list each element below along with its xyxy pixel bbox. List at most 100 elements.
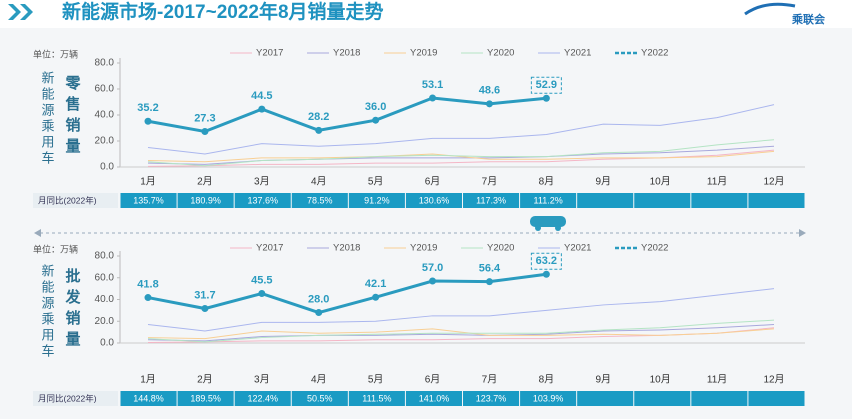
point bbox=[542, 94, 550, 102]
yoy-value: 130.6% bbox=[419, 195, 450, 205]
value-label: 28.2 bbox=[308, 111, 329, 123]
x-tick-label: 2月 bbox=[197, 176, 213, 188]
point bbox=[315, 309, 323, 317]
x-tick-label: 11月 bbox=[707, 176, 727, 188]
point bbox=[144, 294, 152, 302]
y-tick-label: 80.0 bbox=[95, 58, 115, 69]
value-label: 63.2 bbox=[536, 255, 557, 267]
value-label: 57.0 bbox=[422, 262, 443, 274]
x-tick-label: 8月 bbox=[539, 176, 555, 188]
yoy-label: 月同比(2022年) bbox=[38, 393, 97, 403]
yoy-cell bbox=[463, 391, 520, 406]
point bbox=[485, 278, 493, 286]
value-label: 45.5 bbox=[251, 274, 272, 286]
yoy-label: 月同比(2022年) bbox=[38, 195, 97, 205]
yoy-cell bbox=[520, 391, 577, 406]
yoy-value: 50.5% bbox=[307, 393, 333, 403]
yoy-cell bbox=[405, 391, 462, 406]
value-label: 36.0 bbox=[365, 101, 386, 113]
series-line bbox=[147, 319, 775, 343]
point bbox=[201, 128, 209, 136]
yoy-value: 137.6% bbox=[247, 195, 278, 205]
side-label: 新能源乘用车 bbox=[40, 70, 55, 167]
yoy-cell bbox=[748, 193, 805, 208]
point bbox=[201, 305, 209, 313]
x-tick-label: 6月 bbox=[425, 374, 441, 386]
y-tick-label: 20.0 bbox=[95, 316, 115, 327]
yoy-cell bbox=[634, 193, 691, 208]
point bbox=[372, 116, 380, 124]
legend-label: Y2021 bbox=[564, 48, 591, 59]
yoy-cell bbox=[291, 193, 348, 208]
yoy-cell bbox=[177, 193, 234, 208]
point bbox=[429, 277, 437, 285]
x-tick-label: 12月 bbox=[763, 176, 784, 188]
point bbox=[372, 293, 380, 301]
sub-label: 零售销量 bbox=[64, 75, 82, 159]
value-label: 56.4 bbox=[479, 263, 501, 275]
yoy-cell bbox=[234, 193, 291, 208]
side-label: 新能源乘用车 bbox=[40, 263, 55, 360]
value-label: 48.6 bbox=[479, 85, 500, 97]
x-tick-label: 11月 bbox=[707, 374, 727, 386]
yoy-value: 144.8% bbox=[133, 393, 164, 403]
x-tick-label: 9月 bbox=[595, 176, 611, 188]
legend-label: Y2019 bbox=[410, 243, 437, 254]
legend-label: Y2022 bbox=[641, 48, 668, 59]
yoy-label-cell bbox=[33, 391, 118, 406]
point bbox=[144, 117, 152, 125]
x-tick-label: 7月 bbox=[482, 176, 498, 188]
yoy-value: 111.2% bbox=[534, 195, 563, 205]
yoy-cell bbox=[405, 193, 462, 208]
yoy-value: 111.5% bbox=[362, 393, 391, 403]
sub-label: 批发销量 bbox=[64, 267, 82, 352]
legend-label: Y2018 bbox=[333, 48, 360, 59]
yoy-value: 103.9% bbox=[533, 393, 564, 403]
value-label: 41.8 bbox=[137, 278, 158, 290]
point bbox=[485, 100, 493, 108]
value-label: 52.9 bbox=[536, 79, 557, 91]
value-label: 28.0 bbox=[308, 293, 329, 305]
yoy-cell bbox=[120, 391, 177, 406]
legend-label: Y2022 bbox=[641, 243, 668, 254]
series-line bbox=[147, 150, 775, 163]
x-tick-label: 7月 bbox=[482, 374, 498, 386]
x-tick-label: 5月 bbox=[368, 374, 384, 386]
yoy-cell bbox=[577, 193, 634, 208]
yoy-cell bbox=[120, 193, 177, 208]
yoy-value: 91.2% bbox=[364, 195, 390, 205]
legend-label: Y2018 bbox=[333, 243, 360, 254]
x-tick-label: 4月 bbox=[311, 374, 327, 386]
logo-swoosh bbox=[744, 2, 796, 16]
yoy-value: 135.7% bbox=[133, 195, 164, 205]
yoy-cell bbox=[691, 193, 748, 208]
car-icon bbox=[530, 216, 566, 231]
y-tick-label: 20.0 bbox=[95, 136, 115, 147]
series-line bbox=[147, 324, 775, 342]
y-tick-label: 80.0 bbox=[95, 251, 115, 262]
point bbox=[258, 290, 266, 298]
legend-label: Y2019 bbox=[410, 48, 437, 59]
series-line bbox=[147, 328, 775, 340]
yoy-cell bbox=[234, 391, 291, 406]
yoy-value: 122.4% bbox=[247, 393, 278, 403]
x-tick-label: 1月 bbox=[140, 176, 156, 188]
legend-label: Y2017 bbox=[256, 48, 283, 59]
series-line bbox=[147, 96, 547, 134]
yoy-cell bbox=[177, 391, 234, 406]
yoy-cell bbox=[520, 193, 577, 208]
legend-label: Y2020 bbox=[487, 48, 514, 59]
x-tick-label: 9月 bbox=[595, 374, 611, 386]
point bbox=[542, 270, 550, 278]
header-bar bbox=[0, 0, 852, 28]
yoy-cell bbox=[691, 391, 748, 406]
value-label: 27.3 bbox=[194, 112, 215, 124]
y-tick-label: 60.0 bbox=[95, 84, 115, 95]
x-tick-label: 4月 bbox=[311, 176, 327, 188]
x-tick-label: 3月 bbox=[254, 374, 270, 386]
series-line bbox=[147, 272, 547, 315]
yoy-cell bbox=[463, 193, 520, 208]
yoy-cell bbox=[748, 391, 805, 406]
